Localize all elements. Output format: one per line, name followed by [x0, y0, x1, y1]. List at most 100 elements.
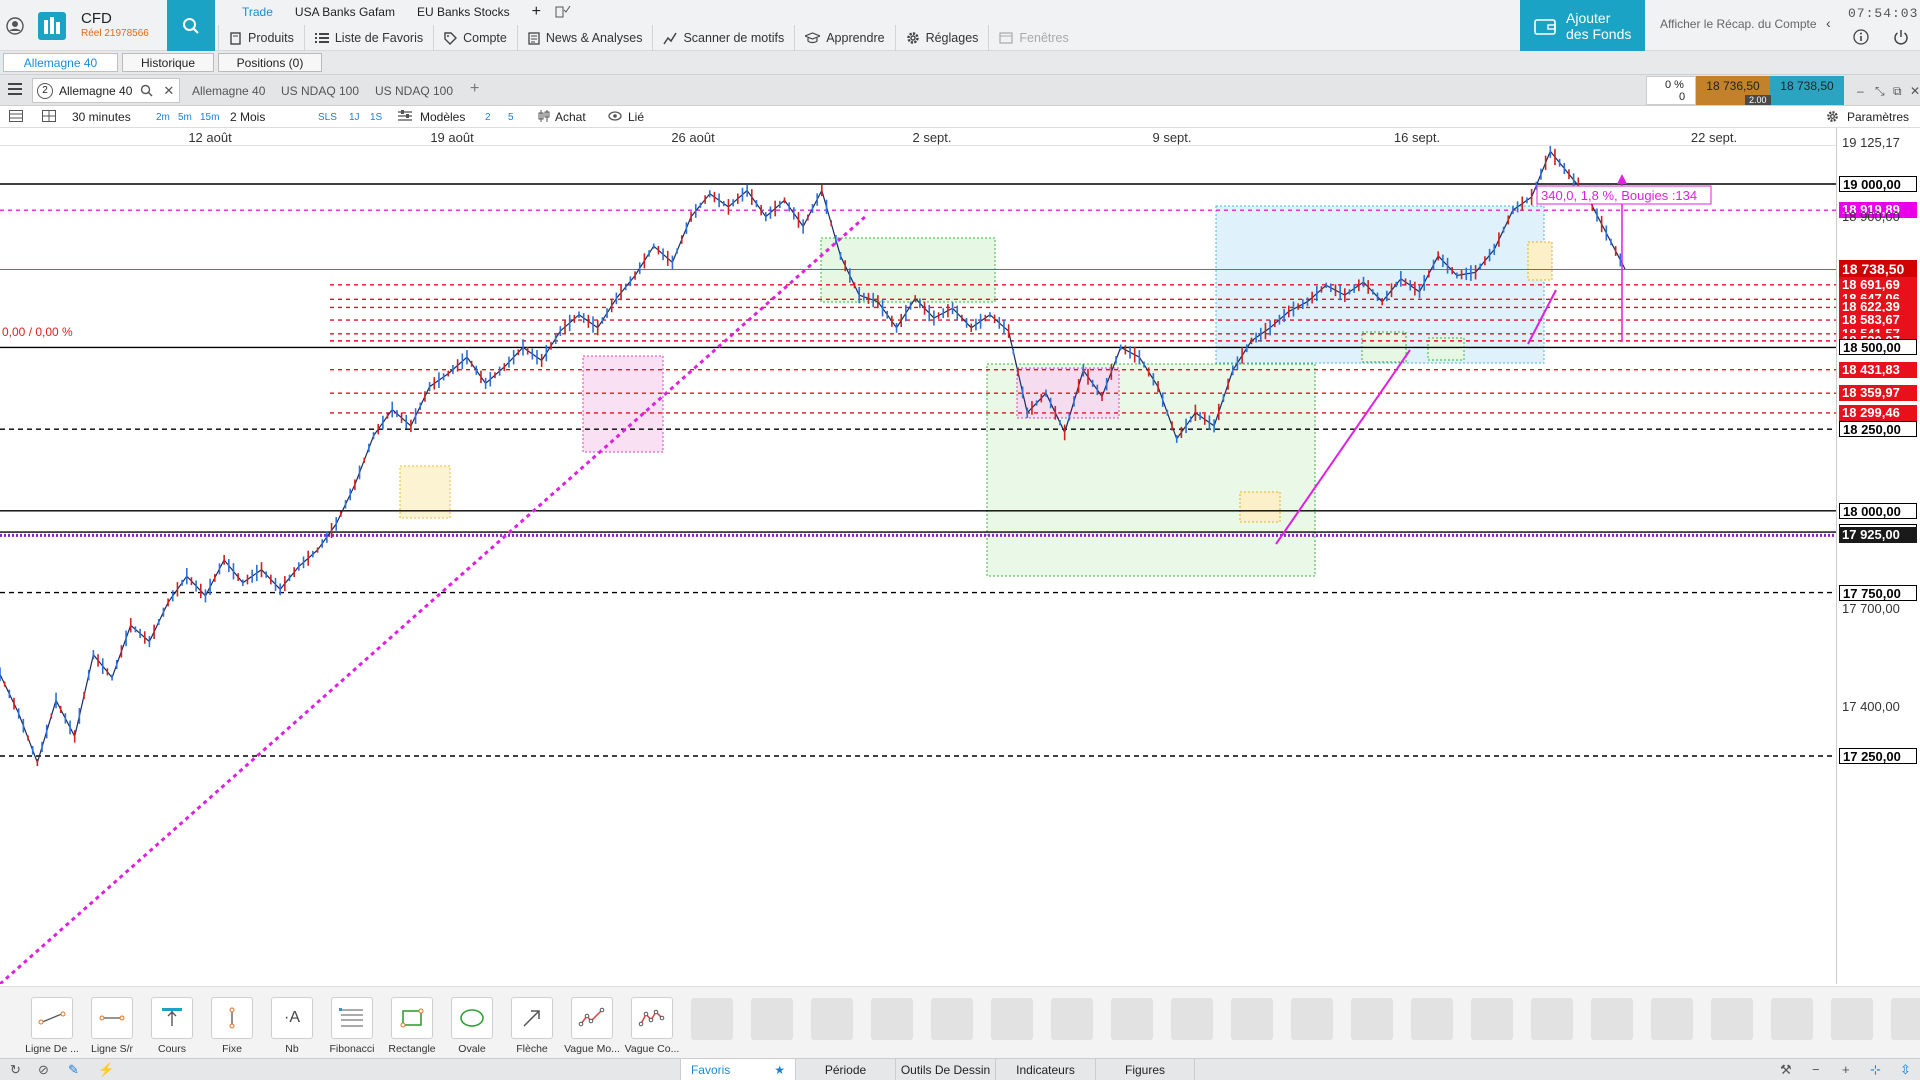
menu-apprendre[interactable]: Apprendre — [794, 25, 894, 51]
period-select[interactable]: 30 minutes — [72, 110, 131, 124]
models-icon[interactable] — [398, 110, 412, 125]
account-name[interactable]: CFD — [81, 10, 112, 27]
chart-tab[interactable]: US NDAQ 100 — [375, 84, 454, 98]
empty-tool-slot[interactable] — [1591, 998, 1633, 1040]
edit-workspace-icon[interactable] — [555, 4, 571, 21]
view-1s[interactable]: 1S — [370, 112, 383, 123]
tool-rectangle[interactable]: Rectangle — [382, 997, 442, 1055]
power-icon[interactable] — [1893, 29, 1909, 48]
gear-icon[interactable] — [1826, 110, 1839, 126]
chart-tab[interactable]: Allemagne 40 — [192, 84, 266, 98]
search-button[interactable] — [167, 0, 215, 51]
empty-tool-slot[interactable] — [1651, 998, 1693, 1040]
chart-settings-button[interactable]: Paramètres — [1847, 110, 1910, 124]
zoom-out-icon[interactable]: − — [1812, 1062, 1820, 1077]
view-sls[interactable]: SLS — [318, 112, 337, 123]
info-icon[interactable] — [1853, 29, 1869, 48]
tab-positions[interactable]: Positions (0) — [218, 53, 322, 72]
add-funds-button[interactable]: Ajouter des Fonds — [1520, 0, 1645, 51]
tool-fibonacci[interactable]: Fibonacci — [322, 997, 382, 1055]
price-axis[interactable]: 19 125,17 19 000,00 18 919,89 18 900,00 18 7… — [1836, 128, 1920, 984]
bottom-tab-indicateurs[interactable]: Indicateurs — [995, 1059, 1095, 1080]
empty-tool-slot[interactable] — [691, 998, 733, 1040]
empty-tool-slot[interactable] — [1111, 998, 1153, 1040]
tool-sr-line[interactable]: Ligne S/r — [82, 997, 142, 1055]
magnet-icon[interactable]: ⚡ — [98, 1062, 115, 1077]
view-1j[interactable]: 1J — [349, 112, 360, 123]
buy-price-button[interactable]: 18 738,50 — [1770, 76, 1844, 105]
layout-icon[interactable] — [42, 110, 56, 125]
interval-2m[interactable]: 2m — [156, 112, 170, 123]
popout-icon[interactable]: ⧉ — [1893, 84, 1902, 98]
buy-label[interactable]: Achat — [555, 110, 586, 124]
interval-15m[interactable]: 15m — [200, 112, 220, 123]
bottom-tab-figures[interactable]: Figures — [1095, 1059, 1195, 1080]
add-workspace-button[interactable]: + — [531, 3, 541, 20]
minimize-icon[interactable]: – — [1857, 84, 1864, 98]
pencil-icon[interactable]: ✎ — [68, 1062, 79, 1077]
close-icon[interactable]: ✕ — [163, 82, 175, 98]
close-icon[interactable]: ✕ — [1910, 84, 1920, 98]
empty-tool-slot[interactable] — [1891, 998, 1920, 1040]
empty-tool-slot[interactable] — [1051, 998, 1093, 1040]
menu-compte[interactable]: Compte — [433, 25, 517, 51]
tool-line[interactable]: Ligne De ... — [22, 997, 82, 1055]
empty-tool-slot[interactable] — [871, 998, 913, 1040]
empty-tool-slot[interactable] — [1171, 998, 1213, 1040]
empty-tool-slot[interactable] — [1831, 998, 1873, 1040]
bottom-tab-favoris[interactable]: Favoris ★ — [680, 1059, 795, 1080]
shrink-icon[interactable]: ⤡ — [1875, 84, 1885, 98]
empty-tool-slot[interactable] — [991, 998, 1033, 1040]
menu-favoris[interactable]: Liste de Favoris — [303, 25, 433, 51]
fit-icon[interactable]: ⇳ — [1900, 1062, 1911, 1077]
empty-tool-slot[interactable] — [751, 998, 793, 1040]
linked-label[interactable]: Lié — [628, 110, 645, 124]
tool-wave-corr[interactable]: Vague Co... — [622, 997, 682, 1055]
bottom-tab-outils[interactable]: Outils De Dessin — [895, 1059, 995, 1080]
models-label[interactable]: Modèles — [420, 110, 466, 124]
crosshair-icon[interactable]: ⊹ — [1870, 1062, 1881, 1077]
workspace-tab-eu-banks[interactable]: EU Banks Stocks — [416, 5, 510, 19]
model-2[interactable]: 2 — [485, 112, 491, 123]
empty-tool-slot[interactable] — [931, 998, 973, 1040]
empty-tool-slot[interactable] — [1711, 998, 1753, 1040]
price-chart[interactable]: 340,0, 1,8 %, Bougies :134 0,00 / 0,00 % — [0, 146, 1920, 984]
empty-tool-slot[interactable] — [811, 998, 853, 1040]
workspace-tab-trade[interactable]: Trade — [242, 5, 273, 19]
search-icon[interactable] — [140, 84, 153, 97]
menu-news[interactable]: News & Analyses — [516, 25, 653, 51]
refresh-icon[interactable]: ↻ — [10, 1062, 21, 1077]
interval-5m[interactable]: 5m — [178, 112, 192, 123]
buy-sell-icon[interactable] — [537, 110, 551, 125]
tool-fixed[interactable]: Fixe — [202, 997, 262, 1055]
empty-tool-slot[interactable] — [1411, 998, 1453, 1040]
range-select[interactable]: 2 Mois — [230, 110, 266, 124]
chart-tab-active[interactable]: 2 Allemagne 40 ✕ — [32, 78, 180, 103]
chart-tab[interactable]: US NDAQ 100 — [281, 84, 360, 98]
zoom-in-icon[interactable]: + — [1842, 1062, 1850, 1077]
empty-tool-slot[interactable] — [1771, 998, 1813, 1040]
cancel-icon[interactable]: ⊘ — [38, 1062, 49, 1077]
empty-tool-slot[interactable] — [1471, 998, 1513, 1040]
empty-tool-slot[interactable] — [1231, 998, 1273, 1040]
user-icon[interactable] — [0, 0, 30, 51]
empty-tool-slot[interactable] — [1531, 998, 1573, 1040]
empty-tool-slot[interactable] — [1351, 998, 1393, 1040]
tab-historique[interactable]: Historique — [122, 53, 214, 72]
model-5[interactable]: 5 — [508, 112, 514, 123]
tab-allemagne-40[interactable]: Allemagne 40 — [3, 53, 118, 72]
bottom-tab-periode[interactable]: Période — [795, 1059, 895, 1080]
tools-icon[interactable]: ⚒ — [1780, 1062, 1792, 1077]
add-chart-tab-button[interactable]: + — [470, 80, 480, 97]
workspace-tab-usa-banks[interactable]: USA Banks Gafam — [294, 5, 395, 19]
eye-icon[interactable] — [608, 110, 622, 125]
chevron-left-icon[interactable]: ‹ — [1826, 15, 1831, 31]
tool-arrow[interactable]: Flèche — [502, 997, 562, 1055]
tool-price[interactable]: Cours — [142, 997, 202, 1055]
empty-tool-slot[interactable] — [1291, 998, 1333, 1040]
menu-reglages[interactable]: Réglages — [894, 25, 989, 51]
tool-text[interactable]: ·A Nb — [262, 997, 322, 1055]
table-icon[interactable] — [9, 110, 23, 125]
account-recap-link[interactable]: Afficher le Récap. du Compte — [1660, 17, 1817, 31]
menu-icon[interactable] — [8, 83, 22, 98]
